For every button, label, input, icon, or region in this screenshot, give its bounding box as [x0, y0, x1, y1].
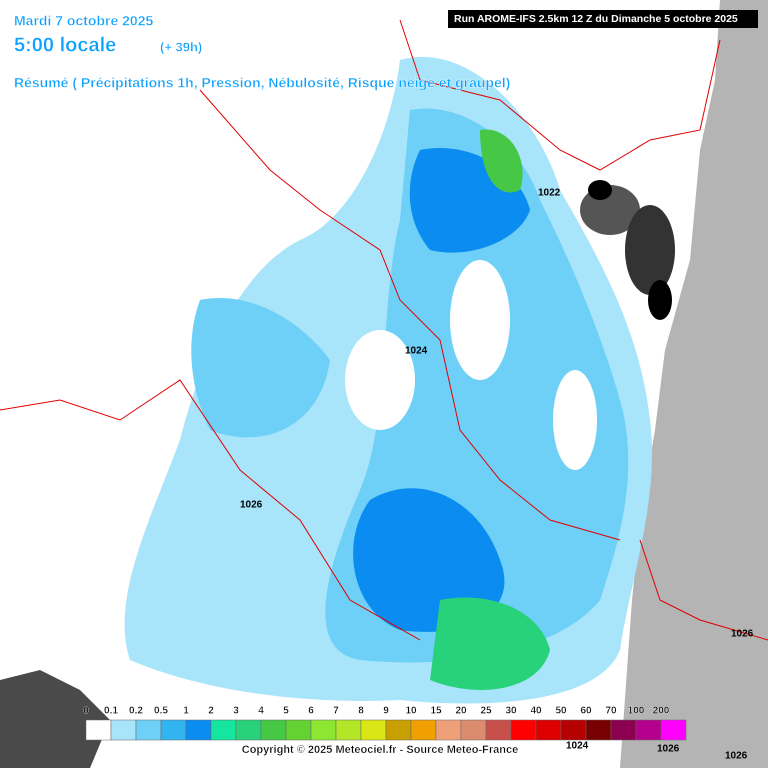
legend-label: 70 [605, 706, 617, 717]
legend-label: 3 [233, 706, 239, 717]
borders [0, 19, 768, 641]
legend-label: 6 [308, 706, 314, 717]
legend-label: 0.2 [129, 706, 143, 717]
legend-swatch [285, 719, 312, 741]
legend-swatch [385, 719, 412, 741]
legend-label: 15 [430, 706, 442, 717]
lead-time: (+ 39h) [160, 39, 202, 54]
legend-label: 25 [480, 706, 492, 717]
legend-swatch [85, 719, 112, 741]
isobar-label: 1026 [240, 500, 263, 511]
isobar-label: 1024 [566, 741, 589, 752]
precipitation [124, 56, 653, 704]
legend-swatch [660, 719, 687, 741]
legend-label: 60 [580, 706, 592, 717]
legend-label: 0 [83, 706, 89, 717]
legend: 0 0.1 0.2 0.5 1 2 3 4 5 6 7 8 9 10 15 20 25 30 40 50 60 70 100… [83, 705, 687, 741]
legend-label: 50 [555, 706, 567, 717]
legend-swatch [510, 719, 537, 741]
legend-swatch [160, 719, 187, 741]
isobar-label: 1026 [731, 629, 754, 640]
legend-label: 5 [283, 706, 289, 717]
legend-label: 0.5 [154, 706, 168, 717]
legend-label: 7 [333, 706, 339, 717]
legend-swatch [335, 719, 362, 741]
cloud-cover [580, 180, 675, 320]
copyright: Copyright © 2025 Meteociel.fr - Source M… [242, 744, 518, 756]
legend-label: 2 [208, 706, 214, 717]
legend-swatch [410, 719, 437, 741]
legend-swatch [635, 719, 662, 741]
legend-swatch [585, 719, 612, 741]
legend-swatch [110, 719, 137, 741]
isobar-label: 1026 [657, 744, 680, 755]
legend-swatch [235, 719, 262, 741]
legend-label: 4 [258, 706, 264, 717]
isobar-label: 1022 [538, 188, 561, 199]
legend-label: 1 [183, 706, 189, 717]
legend-label: 8 [358, 706, 364, 717]
legend-label: 40 [530, 706, 542, 717]
legend-swatch [185, 719, 212, 741]
legend-label: 20 [455, 706, 467, 717]
legend-label: 100 [628, 706, 645, 717]
legend-label: 10 [405, 706, 417, 717]
run-info: Run AROME-IFS 2.5km 12 Z du Dimanche 5 o… [454, 13, 738, 25]
legend-swatch [360, 719, 387, 741]
terrain [0, 670, 110, 768]
legend-swatch [485, 719, 512, 741]
legend-label: 9 [383, 706, 389, 717]
legend-label: 0.1 [104, 706, 118, 717]
legend-swatch [260, 719, 287, 741]
legend-swatch [310, 719, 337, 741]
legend-label: 30 [505, 706, 517, 717]
date: Mardi 7 octobre 2025 [14, 13, 153, 29]
legend-swatch [135, 719, 162, 741]
summary: Résumé ( Précipitations 1h, Pression, Né… [14, 75, 510, 91]
isobar-label: 1024 [405, 346, 428, 357]
legend-swatch [460, 719, 487, 741]
isobar-label: 1026 [725, 751, 748, 762]
legend-swatch [610, 719, 637, 741]
legend-swatch [435, 719, 462, 741]
run-box [448, 10, 758, 28]
outside-domain [620, 0, 768, 768]
legend-label: 200 [653, 706, 670, 717]
legend-swatch [210, 719, 237, 741]
time: 5:00 locale [14, 34, 116, 56]
legend-swatch [560, 719, 587, 741]
legend-swatch [535, 719, 562, 741]
